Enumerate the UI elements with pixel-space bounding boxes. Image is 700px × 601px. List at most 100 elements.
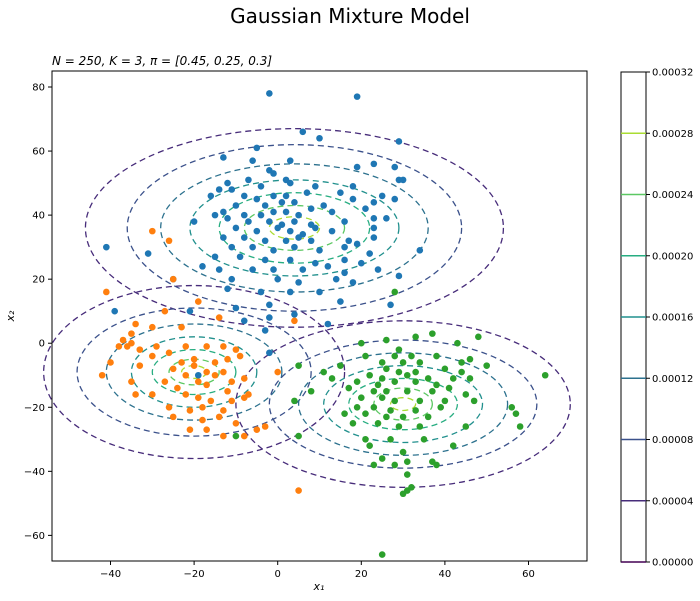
point-cluster-1 — [261, 256, 269, 264]
point-cluster-2 — [228, 397, 236, 405]
point-cluster-3 — [399, 490, 407, 498]
point-cluster-3 — [441, 397, 449, 405]
point-cluster-1 — [103, 243, 110, 251]
point-cluster-2 — [132, 320, 139, 328]
contour-comp3-level-3 — [297, 352, 509, 456]
point-cluster-1 — [316, 134, 323, 142]
point-cluster-2 — [128, 330, 135, 337]
point-cluster-1 — [374, 266, 382, 273]
point-cluster-1 — [270, 170, 277, 177]
point-cluster-2 — [236, 352, 244, 360]
point-cluster-2 — [224, 387, 231, 395]
point-cluster-3 — [320, 368, 327, 376]
point-cluster-1 — [228, 243, 236, 251]
point-cluster-1 — [224, 179, 231, 187]
point-cluster-3 — [378, 551, 386, 558]
contour-comp2-level-3 — [105, 323, 283, 421]
point-cluster-2 — [149, 352, 156, 360]
point-cluster-3 — [391, 461, 399, 469]
point-cluster-3 — [387, 407, 394, 414]
point-cluster-1 — [249, 243, 256, 251]
point-cluster-3 — [378, 394, 386, 401]
point-cluster-3 — [445, 384, 453, 392]
point-cluster-1 — [270, 192, 277, 200]
point-cluster-2 — [228, 378, 236, 385]
point-cluster-3 — [391, 378, 399, 385]
point-cluster-3 — [387, 436, 394, 443]
point-cluster-2 — [178, 323, 185, 331]
point-cluster-1 — [312, 182, 319, 190]
point-cluster-3 — [362, 436, 369, 443]
point-cluster-1 — [228, 275, 236, 283]
point-cluster-1 — [353, 240, 361, 248]
point-cluster-1 — [286, 179, 294, 187]
scatter-points — [98, 90, 549, 558]
point-cluster-3 — [328, 375, 336, 382]
point-cluster-3 — [307, 387, 315, 395]
point-cluster-1 — [303, 189, 311, 196]
point-cluster-1 — [286, 288, 294, 296]
point-cluster-1 — [261, 237, 269, 245]
point-cluster-2 — [161, 378, 169, 385]
point-cluster-2 — [165, 403, 173, 411]
contour-comp1-level-5 — [218, 192, 371, 264]
point-cluster-3 — [420, 436, 428, 443]
point-cluster-2 — [220, 432, 227, 440]
point-cluster-2 — [98, 371, 106, 379]
point-cluster-1 — [232, 224, 240, 232]
point-cluster-1 — [211, 211, 219, 219]
y-axis: −60 −40 −20 0 20 40 60 80 — [24, 83, 52, 542]
point-cluster-1 — [249, 266, 256, 273]
contour-comp2-level-4 — [130, 336, 258, 408]
point-cluster-1 — [370, 199, 378, 206]
point-cluster-1 — [307, 237, 315, 245]
point-cluster-2 — [103, 288, 110, 296]
point-cluster-2 — [194, 394, 202, 401]
point-cluster-1 — [291, 218, 298, 225]
point-cluster-1 — [286, 227, 294, 235]
point-cluster-1 — [395, 272, 403, 280]
point-cluster-2 — [186, 426, 194, 433]
point-cluster-3 — [433, 352, 440, 360]
point-cluster-2 — [207, 397, 215, 405]
point-cluster-1 — [282, 192, 290, 200]
point-cluster-3 — [391, 288, 399, 296]
point-cluster-3 — [449, 442, 457, 450]
point-cluster-2 — [190, 362, 198, 369]
point-cluster-1 — [362, 205, 369, 213]
point-cluster-3 — [357, 339, 365, 347]
figure-title: Gaussian Mixture Model — [230, 4, 470, 28]
point-cluster-1 — [383, 215, 390, 222]
point-cluster-1 — [215, 186, 223, 193]
point-cluster-3 — [541, 371, 549, 379]
y-tick-label: 20 — [32, 275, 45, 286]
point-cluster-1 — [307, 205, 315, 213]
point-cluster-1 — [295, 234, 302, 241]
point-cluster-3 — [291, 397, 298, 405]
x-tick-label: 0 — [275, 569, 281, 580]
point-cluster-2 — [199, 403, 206, 411]
point-cluster-1 — [224, 215, 231, 222]
point-cluster-2 — [149, 391, 156, 398]
point-cluster-2 — [220, 368, 227, 376]
y-tick-label: −60 — [24, 531, 45, 542]
point-cluster-1 — [232, 304, 240, 312]
point-cluster-2 — [203, 381, 210, 389]
point-cluster-2 — [119, 336, 127, 344]
point-cluster-3 — [370, 403, 378, 411]
point-cluster-3 — [395, 346, 403, 353]
point-cluster-2 — [190, 355, 198, 363]
point-cluster-1 — [240, 234, 248, 241]
point-cluster-1 — [257, 288, 265, 296]
point-cluster-1 — [245, 218, 252, 225]
point-cluster-3 — [391, 397, 399, 405]
contour-comp2-level-1 — [42, 284, 346, 460]
point-cluster-1 — [232, 202, 240, 209]
point-cluster-2 — [291, 317, 298, 325]
point-cluster-1 — [291, 199, 298, 206]
point-cluster-2 — [245, 391, 252, 398]
point-cluster-2 — [182, 391, 190, 398]
point-cluster-1 — [328, 208, 336, 216]
point-cluster-3 — [433, 381, 440, 389]
point-cluster-3 — [403, 371, 411, 379]
